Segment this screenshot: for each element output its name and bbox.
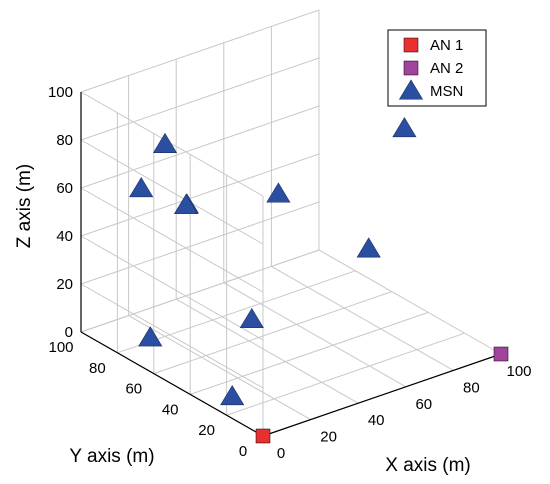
msn-point — [392, 117, 417, 138]
msn-point — [173, 193, 199, 215]
back-wall-gridline-z — [80, 105, 320, 189]
z-tick-label: 40 — [56, 228, 73, 245]
back-wall-gridline-z — [80, 153, 320, 237]
y-tick-label: 40 — [162, 401, 179, 418]
msn-point — [356, 237, 381, 258]
left-wall-gridline-z — [80, 91, 264, 197]
back-wall-gridline-z — [80, 201, 320, 285]
z-tick-label: 100 — [48, 84, 73, 101]
x-tick-label: 60 — [415, 396, 432, 413]
legend-marker-msn — [398, 79, 424, 100]
z-tick-label: 0 — [65, 324, 73, 341]
msn-point — [239, 307, 264, 329]
z-tick-label: 60 — [56, 180, 73, 197]
floor-gridline-x — [318, 249, 502, 355]
legend-marker-an-1 — [403, 37, 419, 53]
msn-point — [129, 177, 154, 198]
x-axis-label: X axis (m) — [385, 455, 471, 476]
msn-point — [152, 132, 178, 153]
floor-gridline-y — [226, 332, 465, 416]
y-tick-label: 0 — [239, 443, 247, 460]
y-tick-label: 100 — [48, 339, 73, 356]
y-axis-line — [80, 331, 264, 437]
z-axis-label: Z axis (m) — [14, 164, 35, 248]
msn-point — [220, 385, 245, 406]
floor-gridline-x — [128, 315, 311, 421]
legend-marker-an-2 — [403, 60, 419, 76]
floor-gridline-x — [223, 282, 407, 388]
left-wall-gridline-z — [80, 283, 264, 389]
back-wall-gridline-z — [80, 57, 320, 141]
legend-label-an-1: AN 1 — [430, 37, 463, 54]
legend-label-an-2: AN 2 — [430, 60, 463, 77]
y-tick-label: 80 — [89, 360, 106, 377]
x-tick-label: 40 — [368, 412, 385, 429]
z-tick-label: 20 — [56, 276, 73, 293]
y-tick-label: 60 — [125, 381, 142, 398]
floor-gridline-x — [175, 298, 359, 404]
left-wall-gridline-z — [80, 235, 264, 341]
x-tick-label: 100 — [506, 363, 531, 380]
an-2-point — [493, 346, 509, 362]
left-wall-gridline-z — [80, 139, 264, 245]
msn-point — [266, 182, 291, 203]
y-axis-label: Y axis (m) — [69, 446, 154, 467]
x-tick-label: 80 — [463, 379, 480, 396]
legend-label-msn: MSN — [430, 83, 463, 100]
x-axis-line — [262, 353, 502, 437]
x-tick-label: 0 — [277, 445, 285, 462]
legend: AN 1 AN 2 MSN — [387, 29, 487, 107]
an-1-point — [255, 428, 271, 444]
left-wall-gridline-z — [80, 187, 264, 293]
floor-gridline-y — [190, 311, 429, 395]
floor-gridline-x — [271, 265, 454, 371]
axes — [80, 92, 502, 437]
back-wall-gridline-z — [80, 249, 320, 333]
x-tick-label: 20 — [320, 429, 337, 446]
y-tick-label: 20 — [198, 422, 215, 439]
back-wall-gridline-z — [80, 9, 320, 93]
data-points — [129, 117, 509, 444]
msn-point — [138, 326, 163, 347]
z-tick-label: 80 — [56, 132, 73, 149]
floor-gridline-y — [153, 291, 392, 375]
